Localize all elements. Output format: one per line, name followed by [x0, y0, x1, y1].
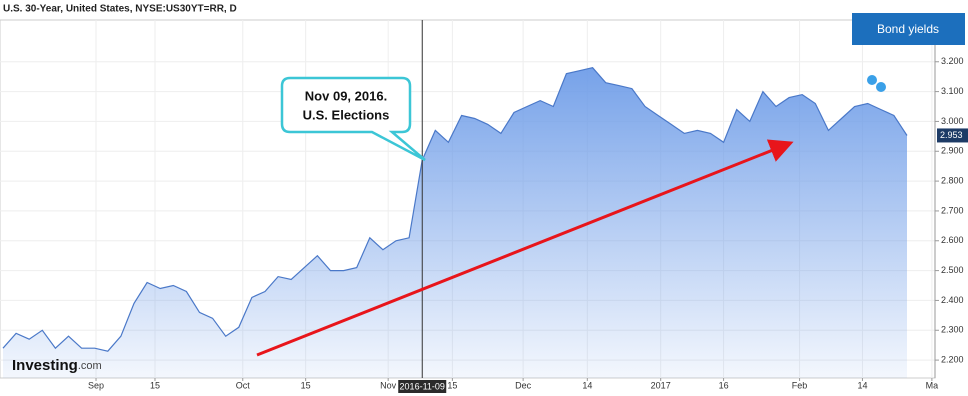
event-icon [876, 82, 886, 92]
x-tick-label: Nov [380, 380, 397, 390]
axes: 2.200 2.300 2.400 2.500 2.600 2.700 2.800 2.900… [88, 20, 968, 393]
button[interactable] [852, 13, 965, 45]
trend-arrow [256, 139, 794, 357]
logo-main: Investing [12, 357, 78, 374]
y-tick-label: 2.900 [941, 146, 964, 156]
y-tick-label: 2.700 [941, 205, 964, 215]
x-tick-label: 15 [150, 380, 160, 390]
x-tick-label: 15 [447, 380, 457, 390]
y-tick-label: 3.000 [941, 116, 964, 126]
last-price-label: 2.953 [940, 130, 963, 140]
x-tick-label: 2017 [651, 380, 671, 390]
y-tick-label: 2.400 [941, 295, 964, 305]
area [3, 67, 907, 378]
x-tick-label: Dec [515, 380, 532, 390]
y-tick-label: 2.600 [941, 235, 964, 245]
logo-suffix: .com [78, 360, 102, 372]
callout-text: U.S. Elections [303, 107, 390, 122]
button-label[interactable]: Bond yields [877, 22, 939, 36]
x-tick-label: Ma [926, 380, 939, 390]
series [2, 67, 908, 378]
callout-text: Nov 09, 2016. [305, 88, 387, 103]
chart-title: U.S. 30-Year, United States, NYSE:US30YT… [3, 4, 237, 15]
x-tick-label: 14 [582, 380, 592, 390]
highlight-box [398, 380, 447, 393]
x-tick-label: Sep [88, 380, 104, 390]
x-tick-label: 14 [857, 380, 867, 390]
last-price-box [937, 128, 968, 143]
x-tick-label: 16 [719, 380, 729, 390]
y-tick-label: 3.200 [941, 56, 964, 66]
y-tick-label: 2.500 [941, 265, 964, 275]
callout-box [280, 76, 426, 162]
y-tick-label: 2.300 [941, 325, 964, 335]
y-tick-label: 3.100 [941, 86, 964, 96]
line [2, 67, 908, 352]
event-icon [867, 75, 877, 85]
y-tick-label: 2.800 [941, 175, 964, 185]
logo: Investing.com [12, 357, 102, 374]
x-tick-label: 15 [301, 380, 311, 390]
x-tick-label: Oct [236, 380, 251, 390]
x-tick-label: Feb [792, 380, 808, 390]
highlight-label: 2016-11-09 [400, 381, 445, 391]
y-tick-label: 2.200 [941, 354, 964, 364]
